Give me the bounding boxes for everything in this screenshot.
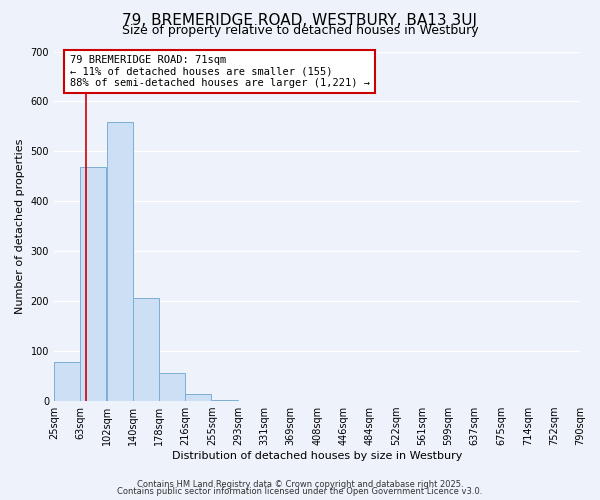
Bar bbox=[159, 372, 185, 401]
Text: Contains HM Land Registry data © Crown copyright and database right 2025.: Contains HM Land Registry data © Crown c… bbox=[137, 480, 463, 489]
Bar bbox=[107, 122, 133, 401]
Bar bbox=[54, 362, 80, 401]
Bar bbox=[185, 394, 211, 401]
X-axis label: Distribution of detached houses by size in Westbury: Distribution of detached houses by size … bbox=[172, 451, 462, 461]
Bar bbox=[80, 168, 106, 401]
Text: 79, BREMERIDGE ROAD, WESTBURY, BA13 3UJ: 79, BREMERIDGE ROAD, WESTBURY, BA13 3UJ bbox=[122, 12, 478, 28]
Bar bbox=[133, 298, 159, 401]
Text: 79 BREMERIDGE ROAD: 71sqm
← 11% of detached houses are smaller (155)
88% of semi: 79 BREMERIDGE ROAD: 71sqm ← 11% of detac… bbox=[70, 55, 370, 88]
Bar bbox=[212, 400, 238, 401]
Text: Size of property relative to detached houses in Westbury: Size of property relative to detached ho… bbox=[122, 24, 478, 37]
Text: Contains public sector information licensed under the Open Government Licence v3: Contains public sector information licen… bbox=[118, 487, 482, 496]
Y-axis label: Number of detached properties: Number of detached properties bbox=[15, 138, 25, 314]
